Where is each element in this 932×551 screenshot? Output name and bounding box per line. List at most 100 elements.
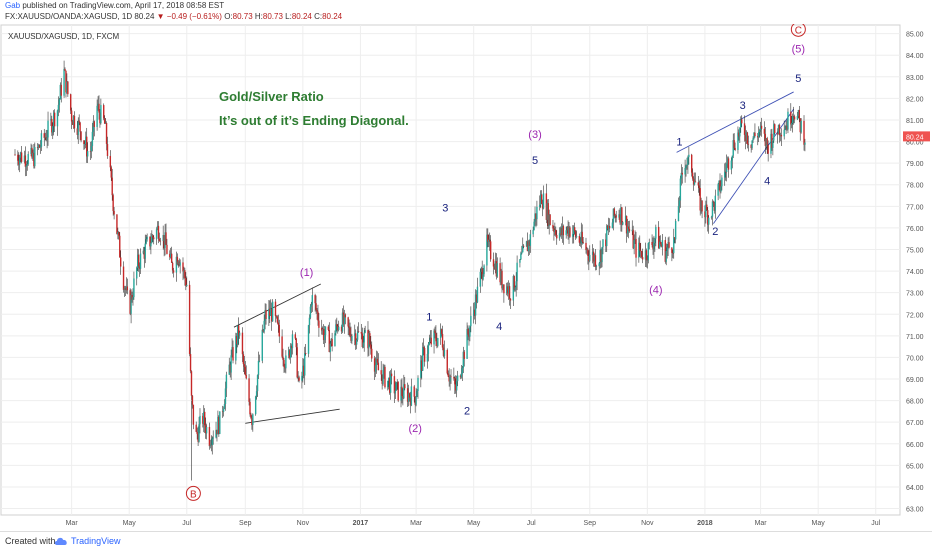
- candle-body: [104, 123, 107, 124]
- candle-body: [706, 204, 708, 211]
- candle-body: [211, 438, 213, 446]
- candle-body: [602, 239, 604, 248]
- candle-body: [285, 355, 287, 369]
- close-value: 80.24: [322, 12, 343, 21]
- candle-body: [730, 160, 733, 170]
- candle-body: [437, 337, 439, 346]
- candle-body: [434, 330, 436, 334]
- candle-body: [648, 242, 650, 244]
- candle-body: [707, 210, 709, 225]
- candle-body: [58, 99, 61, 105]
- candle-body: [190, 371, 193, 396]
- candle-body: [314, 295, 316, 304]
- candle-body: [225, 374, 228, 389]
- candle-body: [199, 415, 201, 425]
- candle-body: [136, 267, 138, 279]
- candle-body: [26, 164, 28, 166]
- candle-body: [179, 262, 181, 266]
- candle-body: [512, 276, 515, 301]
- candle-body: [137, 254, 140, 267]
- candle-body: [364, 330, 366, 333]
- candle-body: [255, 391, 258, 397]
- candle-body: [204, 411, 206, 426]
- candle-body: [760, 125, 763, 129]
- candle-body: [375, 358, 378, 366]
- candle-body: [507, 286, 510, 294]
- candle-body: [638, 242, 640, 258]
- tradingview-link[interactable]: TradingView: [71, 536, 121, 546]
- candle-body: [149, 236, 151, 247]
- x-tick-label: Sep: [584, 520, 597, 527]
- candle-body: [394, 390, 397, 394]
- candle-body: [382, 369, 384, 384]
- candle-body: [665, 251, 667, 262]
- candle-body: [105, 123, 108, 144]
- x-tick-label: Nov: [641, 520, 654, 527]
- candle-body: [428, 341, 431, 345]
- candle-body: [103, 118, 106, 124]
- candle-body: [580, 231, 582, 244]
- candle-body: [197, 434, 199, 442]
- candle-body: [595, 266, 598, 268]
- candle-body: [758, 130, 761, 132]
- candle-body: [450, 376, 452, 378]
- candle-body: [539, 204, 541, 207]
- candle-body: [732, 140, 734, 156]
- candle-body: [520, 253, 522, 260]
- candle-body: [466, 329, 468, 359]
- candle-body: [145, 239, 147, 244]
- candle-body: [32, 152, 34, 158]
- candle-body: [106, 143, 109, 156]
- candle-body: [150, 242, 152, 247]
- candle-body: [307, 325, 310, 354]
- candle-body: [734, 147, 736, 150]
- candle-body: [350, 335, 352, 341]
- candle-body: [792, 116, 795, 117]
- candle-body: [593, 255, 596, 262]
- candle-body: [331, 338, 333, 347]
- candle-body: [753, 132, 755, 139]
- candle-body: [489, 241, 492, 260]
- candle-body: [171, 262, 174, 271]
- candle-body: [684, 168, 686, 175]
- candle-body: [448, 376, 450, 382]
- high-value: 80.73: [262, 12, 283, 21]
- candle-body: [525, 241, 528, 247]
- candle-body: [124, 288, 127, 290]
- x-tick-label: Jul: [182, 520, 191, 527]
- candle-body: [674, 237, 676, 240]
- candle-body: [737, 132, 739, 150]
- candle-body: [384, 366, 386, 388]
- candle-body: [542, 193, 545, 209]
- author-link[interactable]: Gab: [5, 1, 21, 10]
- candle-body: [142, 250, 145, 254]
- candle-body: [297, 377, 299, 378]
- candle-body: [302, 365, 304, 376]
- y-tick-label: 83.00: [906, 75, 924, 82]
- candle-body: [172, 270, 175, 273]
- candle-body: [591, 251, 594, 255]
- candle-body: [528, 241, 531, 246]
- candle-body: [84, 143, 86, 145]
- candle-body: [574, 231, 577, 238]
- price-chart[interactable]: (1) (2) (3) (4) (5) 1 2 3 4 5 1 2 3 4 5 B C 63.00 64.00 65…: [0, 24, 932, 531]
- candle-body: [440, 329, 443, 334]
- candle-body: [414, 396, 416, 405]
- candle-body: [540, 194, 543, 204]
- candle-body: [712, 201, 715, 203]
- candle-body: [612, 208, 615, 223]
- candle-body: [619, 214, 621, 223]
- candle-body: [73, 115, 76, 129]
- candle-body: [24, 155, 27, 167]
- candle-body: [191, 395, 194, 405]
- candle-body: [443, 349, 446, 356]
- candle-body: [268, 308, 270, 320]
- candle-body: [401, 386, 403, 397]
- x-tick-label: 2018: [697, 520, 713, 527]
- candle-body: [390, 373, 393, 377]
- candle-body: [110, 167, 112, 178]
- candle-body: [357, 331, 360, 333]
- candle-body: [659, 241, 662, 245]
- candle-body: [506, 286, 508, 294]
- candle-body: [413, 386, 415, 397]
